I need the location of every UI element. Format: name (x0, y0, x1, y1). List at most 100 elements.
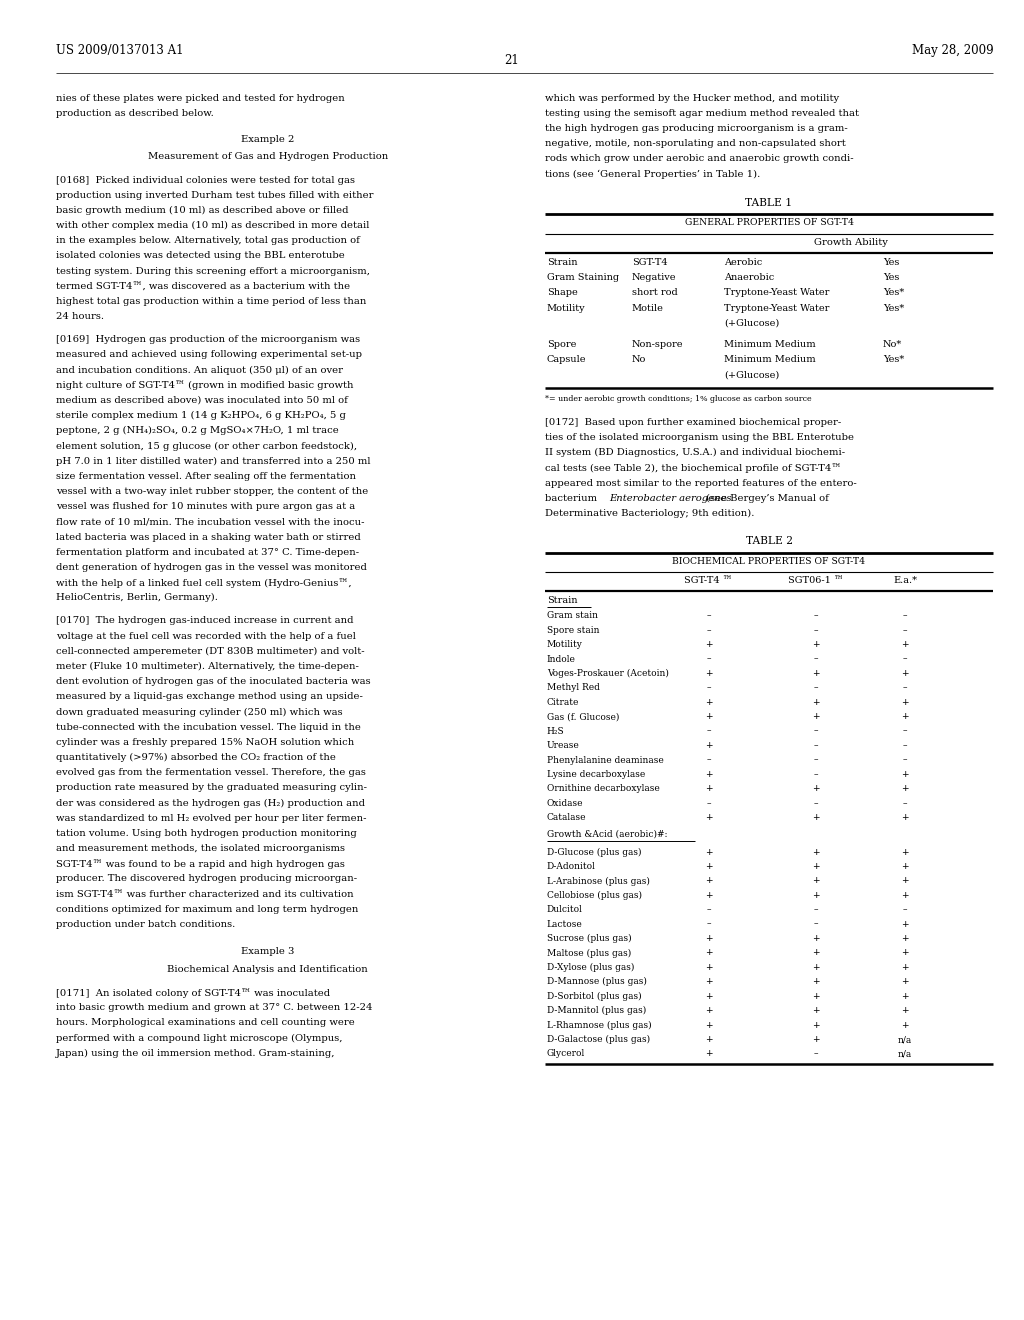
Text: with the help of a linked fuel cell system (Hydro-Genius™,: with the help of a linked fuel cell syst… (56, 578, 352, 587)
Text: Anaerobic: Anaerobic (724, 273, 774, 282)
Text: +: + (901, 784, 909, 793)
Text: ties of the isolated microorganism using the BBL Enterotube: ties of the isolated microorganism using… (545, 433, 854, 442)
Text: +: + (812, 698, 820, 706)
Text: Sucrose (plus gas): Sucrose (plus gas) (547, 935, 632, 944)
Text: (see Bergey’s Manual of: (see Bergey’s Manual of (703, 494, 829, 503)
Text: Yes: Yes (883, 273, 899, 282)
Text: +: + (901, 770, 909, 779)
Text: rods which grow under aerobic and anaerobic growth condi-: rods which grow under aerobic and anaero… (545, 154, 853, 164)
Text: peptone, 2 g (NH₄)₂SO₄, 0.2 g MgSO₄×7H₂O, 1 ml trace: peptone, 2 g (NH₄)₂SO₄, 0.2 g MgSO₄×7H₂O… (56, 426, 339, 436)
Text: –: – (814, 799, 818, 808)
Text: meter (Fluke 10 multimeter). Alternatively, the time-depen-: meter (Fluke 10 multimeter). Alternative… (56, 661, 359, 671)
Text: +: + (705, 949, 713, 957)
Text: –: – (814, 741, 818, 750)
Text: +: + (705, 1035, 713, 1044)
Text: +: + (901, 862, 909, 871)
Text: +: + (705, 640, 713, 649)
Text: basic growth medium (10 ml) as described above or filled: basic growth medium (10 ml) as described… (56, 206, 349, 215)
Text: tube-connected with the incubation vessel. The liquid in the: tube-connected with the incubation vesse… (56, 722, 361, 731)
Text: HelioCentris, Berlin, Germany).: HelioCentris, Berlin, Germany). (56, 593, 218, 602)
Text: production under batch conditions.: production under batch conditions. (56, 920, 236, 929)
Text: SGT-T4™ was found to be a rapid and high hydrogen gas: SGT-T4™ was found to be a rapid and high… (56, 859, 345, 869)
Text: tions (see ‘General Properties’ in Table 1).: tions (see ‘General Properties’ in Table… (545, 169, 760, 180)
Text: +: + (901, 876, 909, 886)
Text: measured and achieved using following experimental set-up: measured and achieved using following ex… (56, 350, 362, 359)
Text: production rate measured by the graduated measuring cylin-: production rate measured by the graduate… (56, 783, 368, 792)
Text: dent generation of hydrogen gas in the vessel was monitored: dent generation of hydrogen gas in the v… (56, 562, 368, 572)
Text: D-Galactose (plus gas): D-Galactose (plus gas) (547, 1035, 650, 1044)
Text: Minimum Medium: Minimum Medium (724, 341, 815, 348)
Text: performed with a compound light microscope (Olympus,: performed with a compound light microsco… (56, 1034, 343, 1043)
Text: cal tests (see Table 2), the biochemical profile of SGT-T4™: cal tests (see Table 2), the biochemical… (545, 463, 841, 473)
Text: element solution, 15 g glucose (or other carbon feedstock),: element solution, 15 g glucose (or other… (56, 441, 357, 450)
Text: down graduated measuring cylinder (250 ml) which was: down graduated measuring cylinder (250 m… (56, 708, 343, 717)
Text: production as described below.: production as described below. (56, 110, 214, 117)
Text: +: + (705, 1020, 713, 1030)
Text: Lactose: Lactose (547, 920, 583, 929)
Text: (+Glucose): (+Glucose) (724, 371, 779, 379)
Text: –: – (814, 1049, 818, 1059)
Text: –: – (707, 626, 711, 635)
Text: –: – (814, 906, 818, 915)
Text: –: – (707, 799, 711, 808)
Text: +: + (901, 1006, 909, 1015)
Text: SGT-T4: SGT-T4 (632, 257, 668, 267)
Text: vessel with a two-way inlet rubber stopper, the content of the: vessel with a two-way inlet rubber stopp… (56, 487, 369, 496)
Text: Non-spore: Non-spore (632, 341, 683, 348)
Text: [0168]  Picked individual colonies were tested for total gas: [0168] Picked individual colonies were t… (56, 176, 355, 185)
Text: +: + (812, 669, 820, 678)
Text: +: + (705, 977, 713, 986)
Text: No: No (632, 355, 646, 364)
Text: +: + (901, 991, 909, 1001)
Text: dent evolution of hydrogen gas of the inoculated bacteria was: dent evolution of hydrogen gas of the in… (56, 677, 371, 686)
Text: and measurement methods, the isolated microorganisms: and measurement methods, the isolated mi… (56, 843, 345, 853)
Text: D-Adonitol: D-Adonitol (547, 862, 596, 871)
Text: n/a: n/a (898, 1035, 912, 1044)
Text: (+Glucose): (+Glucose) (724, 318, 779, 327)
Text: H₂S: H₂S (547, 726, 564, 735)
Text: Tryptone-Yeast Water: Tryptone-Yeast Water (724, 304, 829, 313)
Text: Minimum Medium: Minimum Medium (724, 355, 815, 364)
Text: termed SGT-T4™, was discovered as a bacterium with the: termed SGT-T4™, was discovered as a bact… (56, 281, 350, 290)
Text: Example 3: Example 3 (241, 946, 295, 956)
Text: +: + (901, 669, 909, 678)
Text: vessel was flushed for 10 minutes with pure argon gas at a: vessel was flushed for 10 minutes with p… (56, 502, 355, 511)
Text: negative, motile, non-sporulating and non-capsulated short: negative, motile, non-sporulating and no… (545, 140, 846, 148)
Text: Capsule: Capsule (547, 355, 587, 364)
Text: –: – (814, 655, 818, 664)
Text: Spore stain: Spore stain (547, 626, 599, 635)
Text: +: + (705, 713, 713, 721)
Text: Motile: Motile (632, 304, 664, 313)
Text: hours. Morphological examinations and cell counting were: hours. Morphological examinations and ce… (56, 1018, 355, 1027)
Text: D-Glucose (plus gas): D-Glucose (plus gas) (547, 847, 641, 857)
Text: highest total gas production within a time period of less than: highest total gas production within a ti… (56, 297, 367, 306)
Text: +: + (901, 847, 909, 857)
Text: night culture of SGT-T4™ (grown in modified basic growth: night culture of SGT-T4™ (grown in modif… (56, 380, 354, 391)
Text: –: – (903, 655, 907, 664)
Text: +: + (901, 813, 909, 822)
Text: +: + (901, 640, 909, 649)
Text: short rod: short rod (632, 288, 678, 297)
Text: –: – (814, 755, 818, 764)
Text: TABLE 1: TABLE 1 (745, 198, 793, 209)
Text: n/a: n/a (898, 1049, 912, 1059)
Text: flow rate of 10 ml/min. The incubation vessel with the inocu-: flow rate of 10 ml/min. The incubation v… (56, 517, 365, 527)
Text: +: + (705, 1006, 713, 1015)
Text: nies of these plates were picked and tested for hydrogen: nies of these plates were picked and tes… (56, 94, 345, 103)
Text: Yes: Yes (883, 257, 899, 267)
Text: +: + (705, 669, 713, 678)
Text: Enterobacter aerogenes: Enterobacter aerogenes (609, 494, 732, 503)
Text: which was performed by the Hucker method, and motility: which was performed by the Hucker method… (545, 94, 839, 103)
Text: measured by a liquid-gas exchange method using an upside-: measured by a liquid-gas exchange method… (56, 692, 364, 701)
Text: +: + (705, 784, 713, 793)
Text: +: + (705, 847, 713, 857)
Text: cylinder was a freshly prepared 15% NaOH solution which: cylinder was a freshly prepared 15% NaOH… (56, 738, 354, 747)
Text: +: + (901, 891, 909, 900)
Text: 21: 21 (505, 54, 519, 67)
Text: Methyl Red: Methyl Red (547, 684, 600, 693)
Text: –: – (903, 799, 907, 808)
Text: sterile complex medium 1 (14 g K₂HPO₄, 6 g KH₂PO₄, 5 g: sterile complex medium 1 (14 g K₂HPO₄, 6… (56, 411, 346, 420)
Text: [0170]  The hydrogen gas-induced increase in current and: [0170] The hydrogen gas-induced increase… (56, 616, 354, 626)
Text: –: – (903, 726, 907, 735)
Text: +: + (705, 1049, 713, 1059)
